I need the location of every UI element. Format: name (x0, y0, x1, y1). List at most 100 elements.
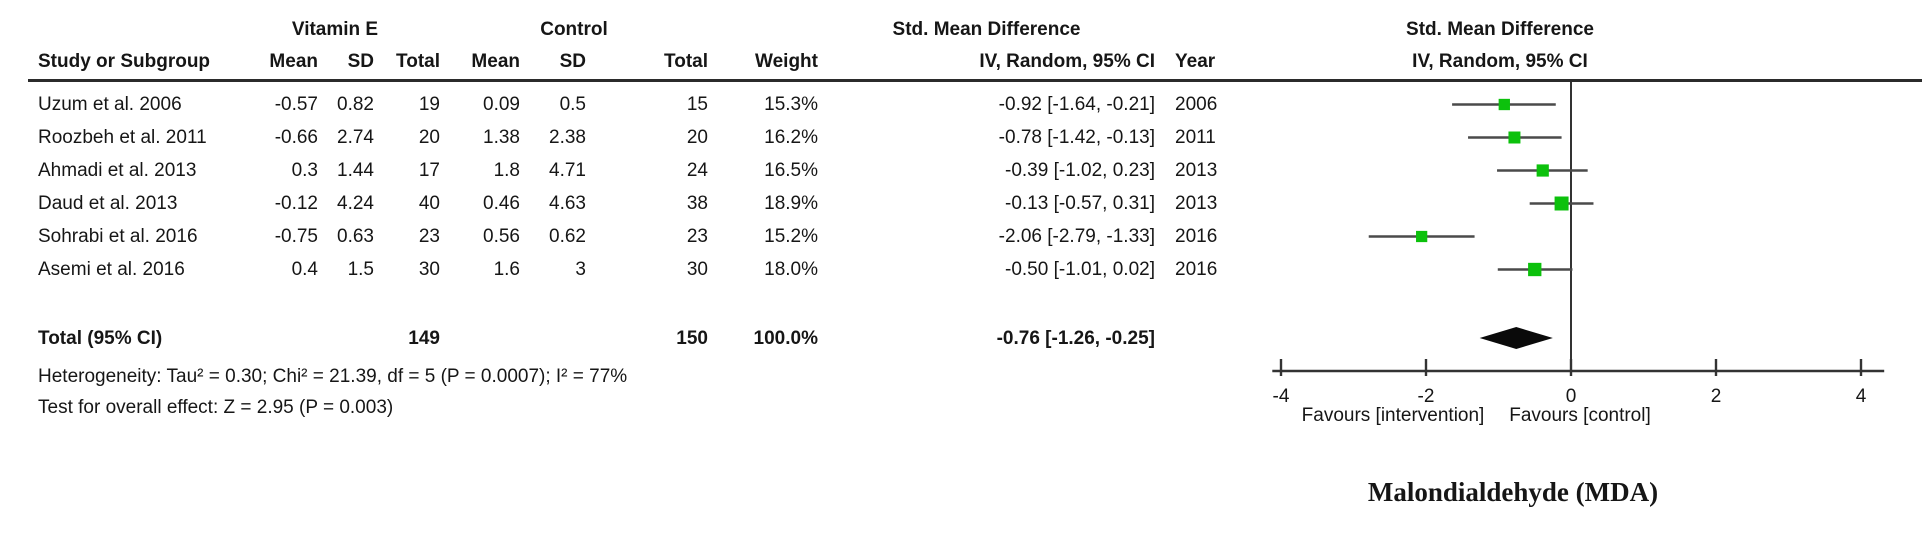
table-cell-ci_label: -0.13 [-0.57, 0.31] (1005, 193, 1155, 214)
study-marker (1536, 164, 1549, 177)
table-cell-year: 2013 (1175, 193, 1218, 214)
table-cell-name: Sohrabi et al. 2016 (38, 226, 198, 247)
table-cell-ci_label: -2.06 [-2.79, -1.33] (998, 226, 1155, 247)
table-cell-mean_c: 1.38 (483, 127, 520, 148)
heterogeneity-stats: Heterogeneity: Tau² = 0.30; Chi² = 21.39… (38, 366, 628, 387)
total-weight: 100.0% (753, 328, 818, 349)
favours-right-label: Favours [control] (1509, 405, 1651, 426)
total-diamond (1479, 327, 1553, 349)
total-ci-label: -0.76 [-1.26, -0.25] (996, 328, 1155, 349)
table-cell-sd_e: 0.63 (337, 226, 374, 247)
table-cell-weight: 18.9% (764, 193, 818, 214)
header-sd-e: SD (347, 51, 374, 72)
group-header-vitamin-e: Vitamin E (291, 19, 379, 40)
table-cell-name: Uzum et al. 2006 (38, 94, 182, 115)
table-cell-sd_c: 3 (575, 259, 586, 280)
table-cell-name: Daud et al. 2013 (38, 193, 178, 214)
table-cell-year: 2011 (1175, 127, 1216, 148)
table-cell-mean_e: -0.75 (274, 226, 318, 247)
favours-left-label: Favours [intervention] (1301, 405, 1485, 426)
header-total-c: Total (664, 51, 708, 72)
group-header-control: Control (540, 19, 608, 40)
table-cell-mean_e: -0.12 (274, 193, 318, 214)
table-cell-year: 2013 (1175, 160, 1218, 181)
column-header-row: Study or Subgroup Mean SD Total Mean SD … (0, 50, 1240, 74)
table-cell-n_c: 20 (686, 127, 708, 148)
table-cell-n_e: 40 (418, 193, 440, 214)
table-cell-n_e: 19 (418, 94, 440, 115)
study-marker (1416, 230, 1428, 243)
header-total-e: Total (396, 51, 440, 72)
table-cell-mean_c: 0.09 (483, 94, 520, 115)
axis-tick-label: -4 (1273, 386, 1290, 407)
table-cell-n_e: 17 (418, 160, 440, 181)
table-body: Uzum et al. 2006 -0.57 0.82 19 0.09 0.5 15 15.3… (0, 88, 1240, 286)
table-cell-mean_c: 1.8 (493, 160, 520, 181)
table-cell-weight: 16.2% (764, 127, 818, 148)
table-cell-weight: 16.5% (764, 160, 818, 181)
study-marker (1554, 196, 1569, 211)
study-marker (1508, 131, 1521, 144)
table-cell-mean_e: 0.4 (291, 259, 318, 280)
table-cell-name: Ahmadi et al. 2013 (38, 160, 197, 181)
table-cell-year: 2016 (1175, 226, 1218, 247)
table-cell-sd_e: 1.44 (337, 160, 374, 181)
table-cell-n_c: 23 (686, 226, 708, 247)
header-divider-rule (28, 79, 1922, 82)
table-cell-sd_e: 2.74 (337, 127, 374, 148)
axis-tick-label: 4 (1856, 386, 1867, 407)
header-mean-e: Mean (269, 51, 318, 72)
table-cell-mean_e: 0.3 (291, 160, 318, 181)
table-cell-ci_label: -0.92 [-1.64, -0.21] (998, 94, 1155, 115)
header-mean-c: Mean (471, 51, 520, 72)
header-sd-c: SD (559, 51, 586, 72)
table-cell-mean_e: -0.66 (274, 127, 318, 148)
plot-header-smd: Std. Mean Difference (1406, 19, 1594, 40)
table-cell-sd_c: 0.62 (549, 226, 586, 247)
axis-tick-label: 2 (1711, 386, 1722, 407)
table-cell-ci_label: -0.78 [-1.42, -0.13] (998, 127, 1155, 148)
table-cell-mean_e: -0.57 (274, 94, 318, 115)
table-cell-n_e: 30 (418, 259, 440, 280)
table-cell-year: 2006 (1175, 94, 1218, 115)
table-cell-sd_e: 1.5 (347, 259, 374, 280)
header-iv-ci: IV, Random, 95% CI (979, 51, 1155, 72)
column-group-header-smd: Std. Mean Difference (892, 19, 1081, 40)
header-weight: Weight (755, 51, 818, 72)
table-cell-ci_label: -0.39 [-1.02, 0.23] (1005, 160, 1155, 181)
table-cell-sd_c: 4.63 (549, 193, 586, 214)
table-cell-n_c: 38 (686, 193, 708, 214)
header-study: Study or Subgroup (38, 51, 211, 72)
table-cell-mean_c: 0.56 (483, 226, 520, 247)
table-cell-year: 2016 (1175, 259, 1218, 280)
table-cell-mean_c: 0.46 (483, 193, 520, 214)
total-label: Total (95% CI) (38, 328, 163, 349)
table-cell-sd_c: 4.71 (549, 160, 586, 181)
axis-tick-label: -2 (1418, 386, 1435, 407)
header-year: Year (1175, 51, 1216, 72)
total-row: Total (95% CI) 149 150 100.0% -0.76 [-1.… (0, 322, 1240, 355)
table-cell-n_e: 23 (418, 226, 440, 247)
study-marker (1498, 98, 1510, 111)
total-n-experimental: 149 (408, 328, 440, 349)
table-cell-weight: 15.2% (764, 226, 818, 247)
table-cell-n_c: 15 (686, 94, 708, 115)
axis-tick-label: 0 (1566, 386, 1577, 407)
table-cell-ci_label: -0.50 [-1.01, 0.02] (1005, 259, 1155, 280)
table-cell-sd_c: 2.38 (549, 127, 586, 148)
table-cell-sd_e: 0.82 (337, 94, 374, 115)
table-cell-sd_c: 0.5 (559, 94, 586, 115)
table-cell-name: Roozbeh et al. 2011 (38, 127, 207, 148)
table-cell-n_c: 24 (686, 160, 708, 181)
table-cell-n_e: 20 (418, 127, 440, 148)
table-cell-weight: 15.3% (764, 94, 818, 115)
table-cell-name: Asemi et al. 2016 (38, 259, 185, 280)
study-marker (1528, 262, 1542, 277)
table-cell-n_c: 30 (686, 259, 708, 280)
figure-title: Malondialdehyde (MDA) (1367, 477, 1659, 507)
table-cell-weight: 18.0% (764, 259, 818, 280)
table-cell-sd_e: 4.24 (337, 193, 374, 214)
plot-header-iv: IV, Random, 95% CI (1412, 51, 1588, 72)
